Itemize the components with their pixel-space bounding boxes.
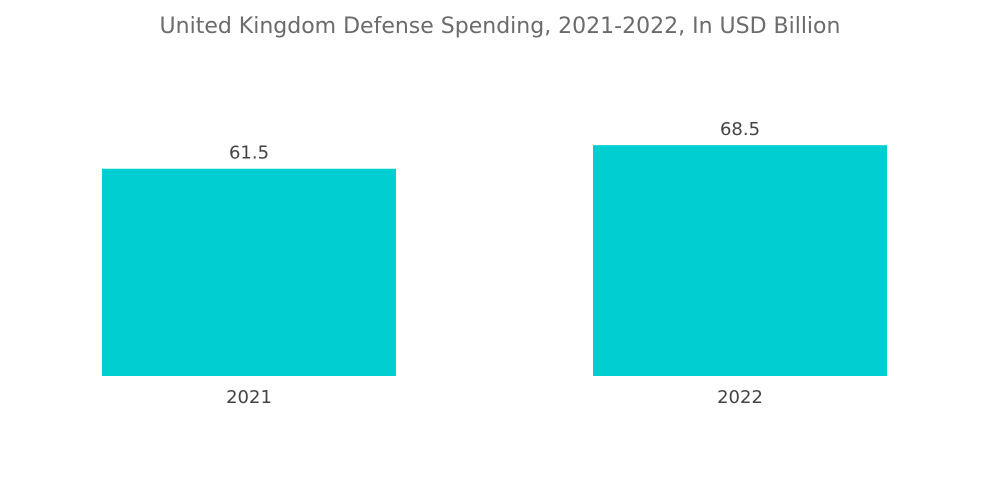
value-label-2022: 68.5: [720, 119, 760, 140]
chart-title: United Kingdom Defense Spending, 2021-20…: [159, 14, 841, 39]
bar-2022: [593, 145, 887, 376]
x-tick-label-2022: 2022: [717, 387, 763, 408]
x-tick-label-2021: 2021: [226, 387, 272, 408]
bar-2021: [102, 168, 396, 376]
value-label-2021: 61.5: [229, 143, 269, 164]
